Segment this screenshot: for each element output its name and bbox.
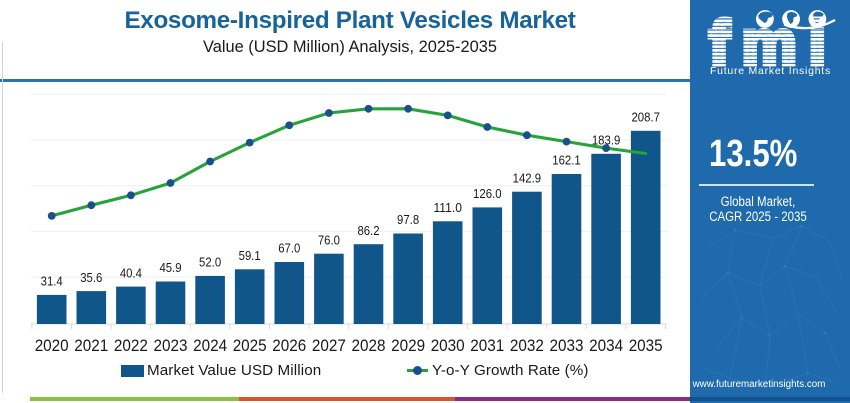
svg-text:2033: 2033	[550, 337, 584, 355]
svg-text:162.1: 162.1	[552, 154, 581, 168]
svg-text:40.4: 40.4	[120, 266, 142, 280]
svg-text:45.9: 45.9	[159, 261, 181, 275]
svg-text:2027: 2027	[312, 337, 346, 355]
svg-text:2025: 2025	[233, 337, 267, 355]
svg-text:2034: 2034	[589, 337, 623, 355]
svg-text:183.9: 183.9	[592, 134, 621, 148]
svg-text:2031: 2031	[470, 337, 504, 355]
svg-text:2026: 2026	[272, 337, 306, 355]
svg-text:59.1: 59.1	[239, 249, 261, 263]
svg-text:2021: 2021	[74, 337, 108, 355]
svg-text:2029: 2029	[391, 337, 425, 355]
svg-text:76.0: 76.0	[318, 233, 340, 247]
svg-text:2024: 2024	[193, 337, 227, 355]
svg-text:2022: 2022	[114, 337, 148, 355]
svg-text:2023: 2023	[154, 337, 188, 355]
svg-text:97.8: 97.8	[397, 213, 419, 227]
svg-text:2030: 2030	[431, 337, 465, 355]
svg-text:208.7: 208.7	[631, 111, 660, 125]
svg-text:111.0: 111.0	[433, 201, 462, 215]
svg-text:67.0: 67.0	[278, 242, 300, 256]
svg-text:31.4: 31.4	[41, 275, 63, 289]
svg-text:2032: 2032	[510, 337, 544, 355]
svg-text:126.0: 126.0	[473, 187, 502, 201]
svg-text:2035: 2035	[629, 337, 663, 355]
svg-text:52.0: 52.0	[199, 256, 221, 270]
svg-text:2020: 2020	[35, 337, 69, 355]
svg-text:35.6: 35.6	[80, 271, 102, 285]
svg-text:fmi: fmi	[709, 9, 838, 78]
svg-text:142.9: 142.9	[513, 171, 542, 185]
svg-text:86.2: 86.2	[357, 224, 379, 238]
svg-text:2028: 2028	[352, 337, 386, 355]
